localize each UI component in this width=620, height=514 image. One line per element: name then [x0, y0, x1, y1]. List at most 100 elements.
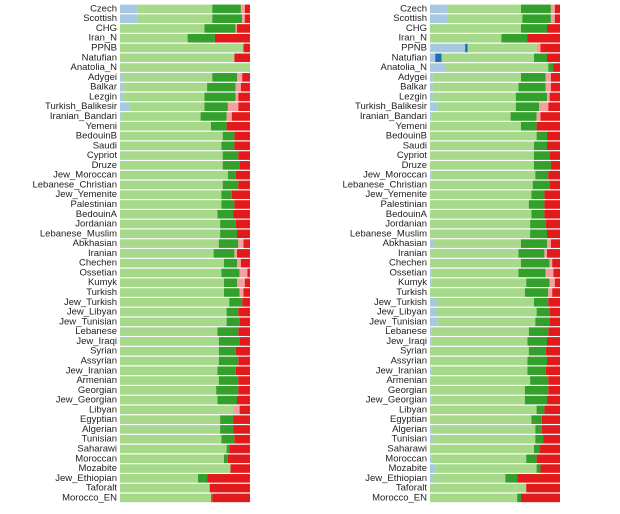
- bar-segment: [234, 249, 237, 258]
- bar-segment: [527, 356, 547, 366]
- y-tick-label: Jordanian: [385, 219, 427, 230]
- bar-segment: [544, 209, 560, 219]
- bar-segment: [220, 219, 236, 229]
- bar-segment: [430, 33, 502, 43]
- bar-segment: [430, 14, 447, 23]
- bar-segment: [120, 209, 218, 219]
- bar-segment: [521, 258, 550, 268]
- bar-segment: [536, 464, 541, 473]
- bar-segment: [244, 14, 250, 23]
- y-tick-label: Palestinian: [71, 199, 117, 210]
- bar-segment: [218, 376, 239, 385]
- bar-segment: [552, 288, 560, 297]
- bar-segment: [211, 493, 213, 503]
- bar-segment: [218, 337, 240, 346]
- y-tick-label: BedouinB: [386, 131, 427, 142]
- bar-segment: [233, 415, 250, 424]
- bar-segment: [430, 161, 534, 170]
- y-tick-label: Jew_Turkish: [64, 297, 117, 308]
- bar-segment: [431, 395, 525, 405]
- bar-segment: [224, 278, 237, 288]
- bar-segment: [120, 307, 227, 317]
- bar-segment: [545, 366, 560, 376]
- bar-segment: [222, 151, 239, 160]
- bar-segment: [501, 33, 528, 43]
- bar-segment: [237, 24, 250, 33]
- bar-segment: [445, 63, 549, 72]
- bar-segment: [224, 258, 237, 268]
- bar-segment: [430, 483, 527, 493]
- bar-segment: [120, 425, 221, 434]
- bar-segment: [515, 102, 540, 111]
- bar-segment: [534, 297, 549, 307]
- bar-segment: [430, 43, 466, 53]
- y-tick-label: Saharawi: [77, 444, 117, 455]
- bar-segment: [547, 141, 560, 151]
- bar-segment: [120, 141, 222, 151]
- bar-segment: [510, 112, 537, 121]
- y-tick-label: Turkish: [396, 287, 427, 298]
- bar-segment: [243, 288, 250, 297]
- bar-segment: [554, 278, 560, 288]
- bar-segment: [515, 92, 547, 102]
- y-tick-label: Iranian_Bandari: [360, 111, 427, 122]
- bar-segment: [120, 112, 122, 121]
- bar-segment: [549, 151, 560, 160]
- bar-segment: [227, 102, 239, 111]
- bar-segment: [120, 434, 222, 444]
- bar-segment: [432, 82, 519, 92]
- bar-segment: [213, 249, 235, 258]
- bar-segment: [200, 112, 227, 121]
- y-tick-label: Chechen: [79, 258, 117, 269]
- bar-segment: [431, 366, 528, 376]
- bar-segment: [235, 92, 239, 102]
- bar-segment: [237, 73, 243, 82]
- bar-segment: [518, 249, 545, 258]
- bar-segment: [521, 121, 537, 131]
- bar-segment: [549, 92, 560, 102]
- bar-segment: [234, 434, 250, 444]
- y-tick-label: Adygei: [88, 72, 117, 83]
- bar-segment: [534, 161, 551, 170]
- bar-segment: [120, 386, 217, 395]
- y-tick-label: Assyrian: [391, 355, 427, 366]
- bar-segment: [238, 376, 250, 385]
- bar-segment: [441, 53, 534, 63]
- bar-segment: [120, 4, 137, 14]
- bar-segment: [430, 297, 437, 307]
- bar-segment: [548, 288, 553, 297]
- bar-segment: [226, 121, 250, 131]
- y-tick-label: Palestinian: [381, 199, 427, 210]
- bar-segment: [240, 258, 250, 268]
- bar-segment: [430, 258, 521, 268]
- bar-segment: [226, 112, 232, 121]
- bar-segment: [120, 170, 228, 180]
- bar-segment: [120, 131, 223, 141]
- bar-segment: [517, 493, 521, 503]
- bar-segment: [233, 425, 250, 434]
- bar-segment: [430, 425, 432, 434]
- bar-segment: [227, 170, 236, 180]
- bar-segment: [217, 209, 234, 219]
- bar-segment: [430, 337, 432, 346]
- y-tick-label: Syrian: [90, 346, 117, 357]
- bar-segment: [240, 4, 245, 14]
- y-tick-label: Mozabite: [78, 463, 117, 474]
- bar-segment: [222, 161, 240, 170]
- bar-segment: [550, 4, 555, 14]
- bar-segment: [430, 464, 436, 473]
- y-tick-label: Jordanian: [75, 219, 117, 230]
- y-tick-label: Morocco_EN: [372, 492, 427, 503]
- y-tick-label: Jew_Libyan: [67, 307, 117, 318]
- bar-segment: [522, 14, 551, 23]
- bar-segment: [430, 92, 433, 102]
- bar-segment: [239, 268, 248, 278]
- bar-segment: [430, 121, 521, 131]
- bar-segment: [524, 386, 549, 395]
- bar-segment: [432, 474, 506, 483]
- bar-segment: [220, 229, 237, 239]
- y-tick-label: Syrian: [400, 346, 427, 357]
- bar-segment: [220, 415, 234, 424]
- bar-segment: [226, 317, 240, 327]
- bar-segment: [431, 268, 519, 278]
